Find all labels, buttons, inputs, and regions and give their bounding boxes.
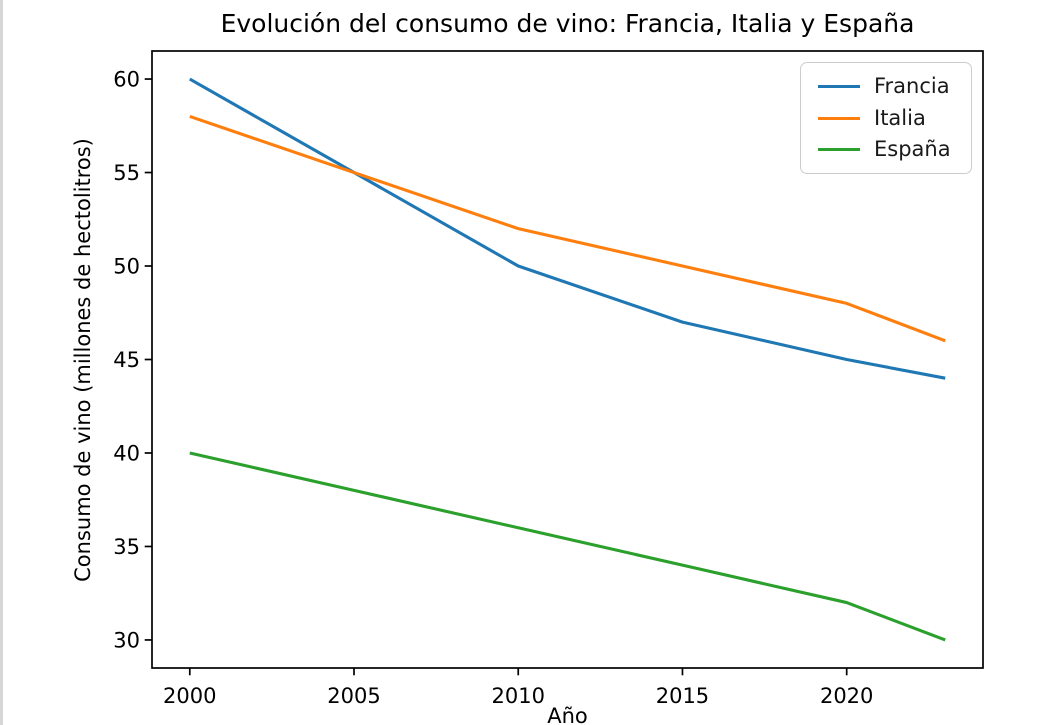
y-tick-label: 50 xyxy=(113,255,140,279)
legend-item-francia: Francia xyxy=(818,74,971,99)
legend-swatch-francia xyxy=(818,84,860,88)
line-francia xyxy=(189,77,946,380)
legend-item-espana: España xyxy=(818,137,971,162)
y-tick-label: 60 xyxy=(113,68,140,92)
axes-frame xyxy=(151,50,984,669)
legend-swatch-espana xyxy=(818,148,860,152)
x-tick-label: 2020 xyxy=(820,684,873,708)
screen-edge-artifact xyxy=(0,0,3,725)
x-tick-label: 2010 xyxy=(492,684,545,708)
y-tick-label: 55 xyxy=(113,161,140,185)
y-tick-label: 45 xyxy=(113,348,140,372)
legend-label-espana: España xyxy=(874,137,951,162)
legend: Francia Italia España xyxy=(800,62,972,174)
x-tick-label: 2015 xyxy=(656,684,709,708)
line-italia xyxy=(189,114,946,343)
x-tick-label: 2005 xyxy=(327,684,380,708)
x-tick-label: 2000 xyxy=(163,684,216,708)
y-tick-label: 40 xyxy=(113,441,140,465)
x-axis-label: Año xyxy=(547,704,588,725)
legend-item-italia: Italia xyxy=(818,106,971,131)
y-tick-label: 35 xyxy=(113,535,140,559)
legend-swatch-italia xyxy=(818,116,860,120)
line-espana xyxy=(189,451,946,642)
legend-label-francia: Francia xyxy=(874,73,950,98)
chart-title: Evolución del consumo de vino: Francia, … xyxy=(220,9,915,38)
y-tick-label: 30 xyxy=(113,628,140,652)
legend-label-italia: Italia xyxy=(874,105,926,130)
